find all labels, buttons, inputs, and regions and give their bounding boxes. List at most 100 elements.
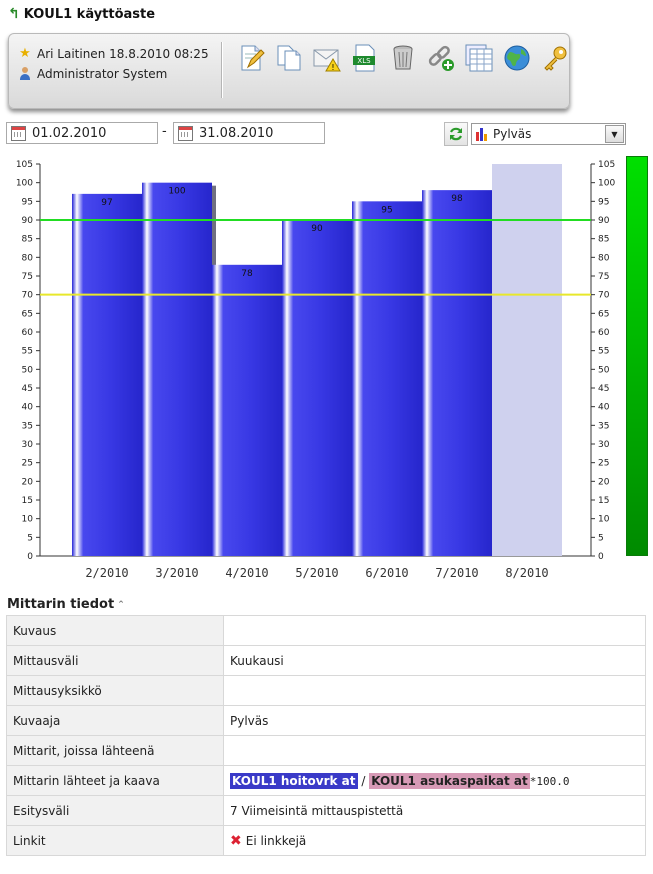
y-tick-label: 70: [22, 291, 34, 301]
bar: [352, 201, 422, 557]
data-label: 98: [451, 194, 463, 204]
y-tick-label: 25: [22, 459, 33, 469]
y-tick-label: 80: [22, 253, 34, 263]
y-tick-label-right: 25: [598, 459, 609, 469]
email-warning-icon[interactable]: !: [311, 42, 343, 74]
end-date-value: 31.08.2010: [199, 125, 274, 141]
formula-source-2[interactable]: KOUL1 asukaspaikat at: [369, 772, 530, 789]
y-tick-label-right: 105: [598, 160, 615, 170]
y-tick-label: 85: [22, 235, 33, 245]
table-row: Mittarin lähteet ja kaava KOUL1 hoitovrk…: [6, 765, 646, 796]
bar: [282, 220, 352, 556]
back-arrow-icon[interactable]: ↰: [8, 6, 20, 22]
empty-bar: [492, 164, 562, 556]
toolbar: ★ Ari Laitinen 18.8.2010 08:25 Administra…: [8, 33, 570, 109]
bar: [72, 193, 142, 556]
y-tick-label: 95: [22, 197, 33, 207]
toolbar-separator: [221, 42, 223, 98]
date-separator: -: [162, 124, 167, 139]
chart-type-select[interactable]: Pylväs ▼: [471, 123, 626, 145]
globe-icon[interactable]: [501, 42, 533, 74]
bar: [142, 182, 212, 556]
user-login-line: Ari Laitinen 18.8.2010 08:25: [37, 47, 209, 61]
table-row: Mittausväli Kuukausi: [6, 645, 646, 676]
data-label: 100: [168, 187, 185, 197]
row-value: 7 Viimeisintä mittauspistettä: [223, 795, 646, 826]
refresh-icon: [450, 127, 462, 141]
table-row: Esitysväli 7 Viimeisintä mittauspistettä: [6, 795, 646, 826]
y-tick-label: 10: [22, 515, 34, 525]
table-row: Kuvaaja Pylväs: [6, 705, 646, 736]
trash-icon[interactable]: [387, 42, 419, 74]
formula-suffix: *100.0: [529, 774, 570, 788]
user-role-line: Administrator System: [37, 67, 168, 81]
table-row: Mittausyksikkö: [6, 675, 646, 706]
info-table: Kuvaus Mittausväli Kuukausi Mittausyksikk…: [6, 615, 646, 856]
y-tick-label-right: 10: [598, 515, 610, 525]
page-title: ↰ KOUL1 käyttöaste: [8, 6, 155, 22]
x-tick-label: 3/2010: [155, 566, 198, 580]
links-value: Ei linkkejä: [245, 833, 307, 848]
calendar-icon[interactable]: [178, 125, 193, 141]
y-tick-label-right: 50: [598, 365, 610, 375]
copy-document-icon[interactable]: [273, 42, 305, 74]
row-label: Mittausväli: [6, 645, 224, 676]
close-icon: ✖: [230, 832, 242, 849]
x-tick-label: 5/2010: [295, 566, 338, 580]
x-tick-label: 2/2010: [85, 566, 128, 580]
row-label: Esitysväli: [6, 795, 224, 826]
y-tick-label-right: 20: [598, 477, 610, 487]
row-label: Mittarin lähteet ja kaava: [6, 765, 224, 796]
svg-text:!: !: [331, 63, 334, 72]
links-cell: ✖ Ei linkkejä: [223, 825, 646, 856]
data-label: 90: [311, 224, 323, 234]
collapse-chevron-icon[interactable]: ⌃: [117, 599, 125, 610]
y-tick-label: 105: [16, 160, 33, 170]
y-tick-label-right: 45: [598, 384, 609, 394]
status-gauge: [626, 156, 648, 556]
y-tick-label: 65: [22, 309, 33, 319]
chevron-down-icon[interactable]: ▼: [605, 125, 624, 143]
table-row: Mittarit, joissa lähteenä: [6, 735, 646, 766]
y-tick-label: 90: [22, 216, 34, 226]
y-tick-label-right: 30: [598, 440, 610, 450]
bar: [212, 264, 282, 556]
start-date-field[interactable]: 01.02.2010: [6, 122, 158, 144]
table-row: Kuvaus: [6, 615, 646, 646]
y-tick-label-right: 5: [598, 533, 604, 543]
x-tick-label: 7/2010: [435, 566, 478, 580]
calendar-icon[interactable]: [11, 125, 26, 141]
x-tick-label: 6/2010: [365, 566, 408, 580]
row-label: Mittarit, joissa lähteenä: [6, 735, 224, 766]
row-value: [223, 735, 646, 766]
y-tick-label-right: 90: [598, 216, 610, 226]
y-tick-label-right: 65: [598, 309, 609, 319]
y-tick-label-right: 15: [598, 496, 609, 506]
edit-document-icon[interactable]: [235, 42, 267, 74]
y-tick-label: 0: [27, 552, 33, 562]
data-label: 95: [381, 205, 392, 215]
star-icon: ★: [19, 46, 31, 61]
link-add-icon[interactable]: [425, 42, 457, 74]
y-tick-label-right: 95: [598, 197, 609, 207]
y-tick-label: 40: [22, 403, 34, 413]
data-label: 78: [241, 269, 253, 279]
formula-source-1[interactable]: KOUL1 hoitovrk at: [230, 772, 358, 789]
section-title[interactable]: Mittarin tiedot ⌃: [7, 597, 125, 612]
y-tick-label-right: 35: [598, 421, 609, 431]
toolbar-icons: ! XLS: [235, 42, 571, 74]
excel-export-icon[interactable]: XLS: [349, 42, 381, 74]
y-tick-label: 15: [22, 496, 33, 506]
table-view-icon[interactable]: [463, 42, 495, 74]
refresh-button[interactable]: [444, 122, 468, 146]
key-icon[interactable]: [539, 42, 571, 74]
bar: [422, 190, 492, 556]
y-tick-label: 20: [22, 477, 34, 487]
end-date-field[interactable]: 31.08.2010: [173, 122, 325, 144]
y-tick-label: 30: [22, 440, 34, 450]
section-title-text: Mittarin tiedot: [7, 597, 115, 612]
person-icon: [18, 67, 32, 81]
y-tick-label: 5: [27, 533, 33, 543]
user-info: ★ Ari Laitinen 18.8.2010 08:25 Administra…: [18, 44, 209, 84]
